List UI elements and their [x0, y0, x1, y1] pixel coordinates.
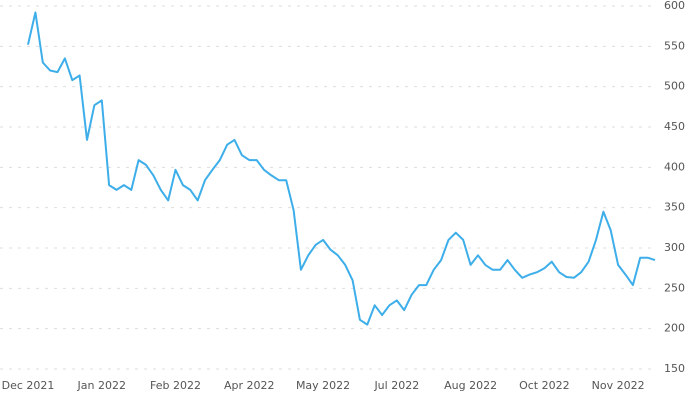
y-tick-label: 150: [664, 362, 685, 375]
x-tick-label: Dec 2021: [2, 379, 55, 392]
y-tick-label: 250: [664, 281, 685, 294]
y-tick-label: 400: [664, 160, 685, 173]
y-tick-label: 450: [664, 120, 685, 133]
x-tick-label: Jan 2022: [77, 379, 126, 392]
x-tick-label: Apr 2022: [224, 379, 275, 392]
y-tick-label: 200: [664, 322, 685, 335]
y-tick-label: 600: [664, 0, 685, 12]
y-tick-label: 300: [664, 241, 685, 254]
x-tick-label: Jul 2022: [373, 379, 419, 392]
x-tick-label: Aug 2022: [444, 379, 497, 392]
y-tick-label: 500: [664, 80, 685, 93]
y-tick-label: 350: [664, 201, 685, 214]
y-tick-label: 550: [664, 39, 685, 52]
price-line: [27, 11, 656, 326]
x-tick-label: Nov 2022: [592, 379, 645, 392]
x-tick-label: May 2022: [296, 379, 350, 392]
x-tick-label: Feb 2022: [150, 379, 201, 392]
x-tick-label: Oct 2022: [519, 379, 570, 392]
